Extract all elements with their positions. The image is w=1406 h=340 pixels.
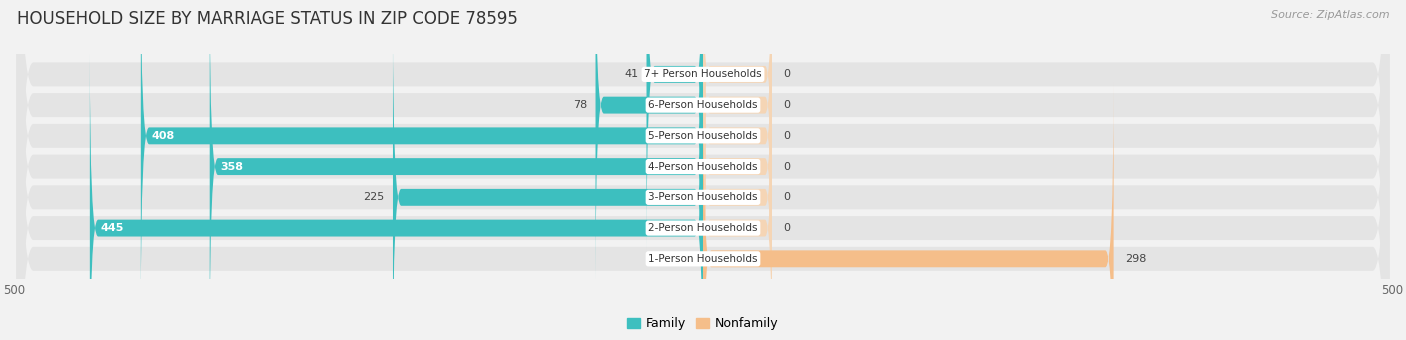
Text: 6-Person Households: 6-Person Households: [648, 100, 758, 110]
FancyBboxPatch shape: [141, 0, 703, 312]
Text: 445: 445: [101, 223, 124, 233]
FancyBboxPatch shape: [703, 52, 772, 340]
Text: 0: 0: [783, 162, 790, 172]
FancyBboxPatch shape: [17, 0, 1389, 340]
Text: 298: 298: [1125, 254, 1146, 264]
Text: 0: 0: [783, 69, 790, 79]
Legend: Family, Nonfamily: Family, Nonfamily: [623, 312, 783, 335]
FancyBboxPatch shape: [17, 0, 1389, 340]
Text: 5-Person Households: 5-Person Households: [648, 131, 758, 141]
FancyBboxPatch shape: [209, 0, 703, 340]
Text: HOUSEHOLD SIZE BY MARRIAGE STATUS IN ZIP CODE 78595: HOUSEHOLD SIZE BY MARRIAGE STATUS IN ZIP…: [17, 10, 517, 28]
FancyBboxPatch shape: [17, 0, 1389, 340]
Text: Source: ZipAtlas.com: Source: ZipAtlas.com: [1271, 10, 1389, 20]
Text: 0: 0: [783, 100, 790, 110]
FancyBboxPatch shape: [90, 52, 703, 340]
FancyBboxPatch shape: [703, 0, 772, 250]
Text: 408: 408: [152, 131, 176, 141]
FancyBboxPatch shape: [703, 83, 1114, 340]
FancyBboxPatch shape: [17, 0, 1389, 340]
FancyBboxPatch shape: [703, 0, 772, 281]
Text: 0: 0: [783, 131, 790, 141]
FancyBboxPatch shape: [703, 0, 772, 220]
Text: 3-Person Households: 3-Person Households: [648, 192, 758, 202]
FancyBboxPatch shape: [596, 0, 703, 281]
FancyBboxPatch shape: [703, 21, 772, 312]
FancyBboxPatch shape: [647, 0, 703, 250]
Text: 41: 41: [624, 69, 638, 79]
FancyBboxPatch shape: [17, 0, 1389, 340]
FancyBboxPatch shape: [703, 83, 772, 340]
Text: 2-Person Households: 2-Person Households: [648, 223, 758, 233]
Text: 225: 225: [364, 192, 385, 202]
FancyBboxPatch shape: [17, 0, 1389, 340]
Text: 7+ Person Households: 7+ Person Households: [644, 69, 762, 79]
Text: 0: 0: [783, 223, 790, 233]
Text: 78: 78: [574, 100, 588, 110]
Text: 358: 358: [221, 162, 243, 172]
Text: 0: 0: [783, 192, 790, 202]
FancyBboxPatch shape: [392, 21, 703, 340]
Text: 4-Person Households: 4-Person Households: [648, 162, 758, 172]
FancyBboxPatch shape: [17, 0, 1389, 340]
Text: 1-Person Households: 1-Person Households: [648, 254, 758, 264]
